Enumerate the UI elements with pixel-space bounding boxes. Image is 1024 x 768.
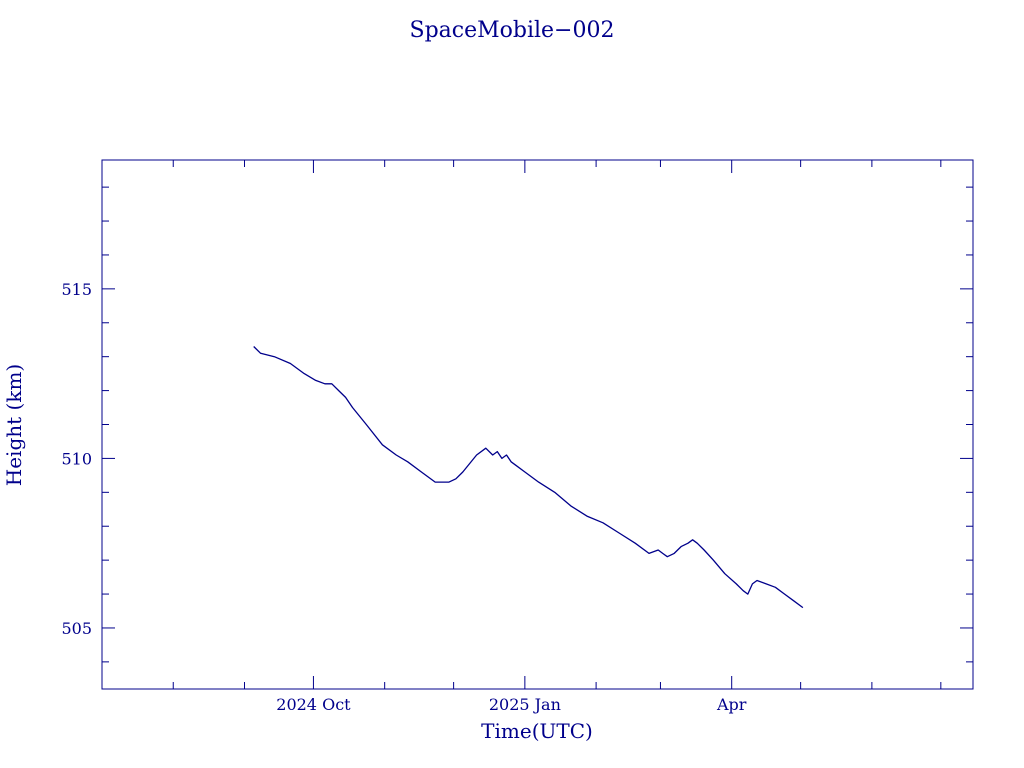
- y-tick-label: 510: [61, 449, 92, 468]
- y-tick-label: 515: [61, 280, 92, 299]
- axis-ticks: [102, 160, 973, 689]
- plot-frame: [101, 159, 974, 690]
- x-tick-labels: 2024 Oct 2025 Jan Apr: [276, 695, 746, 714]
- y-tick-labels: 505 510 515: [61, 280, 92, 638]
- x-tick-label: Apr: [716, 695, 747, 714]
- series-line-height: [253, 346, 804, 609]
- chart-title: SpaceMobile−002: [410, 18, 615, 43]
- x-axis-label: Time(UTC): [481, 719, 593, 743]
- x-tick-label: 2024 Oct: [276, 695, 351, 714]
- x-tick-label: 2025 Jan: [489, 695, 561, 714]
- y-axis-label: Height (km): [2, 364, 26, 486]
- y-tick-label: 505: [61, 619, 92, 638]
